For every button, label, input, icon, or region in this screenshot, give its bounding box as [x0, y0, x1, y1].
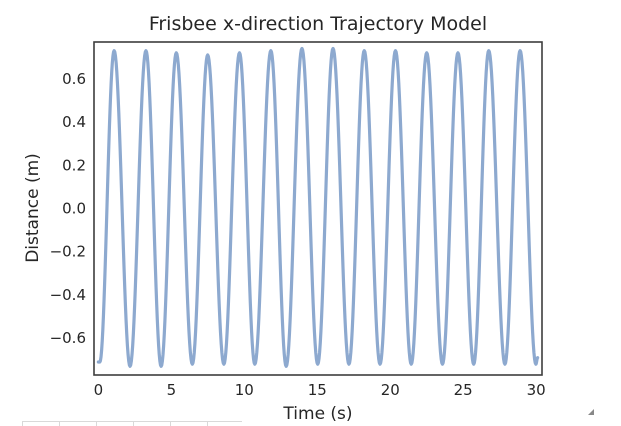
x-tick-label: 30 — [527, 381, 546, 399]
y-tick-label: 0.4 — [62, 113, 86, 131]
plot-area — [93, 41, 543, 376]
y-tick-label: 0.0 — [62, 200, 86, 218]
x-tick-label: 20 — [381, 381, 400, 399]
y-axis-ticks: −0.6 −0.4 −0.2 0.0 0.2 0.4 0.6 — [50, 70, 86, 347]
x-axis-label: Time (s) — [282, 404, 352, 424]
output-cell-border — [22, 421, 242, 426]
y-tick-label: 0.2 — [62, 156, 86, 174]
y-tick-label: −0.6 — [50, 329, 86, 347]
y-tick-label: −0.4 — [50, 286, 86, 304]
y-tick-label: 0.6 — [62, 70, 86, 88]
x-tick-label: 15 — [308, 381, 327, 399]
series-line-distance — [96, 46, 540, 368]
x-tick-label: 25 — [454, 381, 473, 399]
chart-title: Frisbee x-direction Trajectory Model — [149, 13, 487, 35]
resize-handle-icon[interactable] — [588, 409, 594, 415]
x-axis-ticks: 0 5 10 15 20 25 30 — [94, 381, 546, 399]
x-tick-label: 5 — [167, 381, 177, 399]
x-tick-label: 10 — [235, 381, 254, 399]
y-axis-label: Distance (m) — [23, 153, 43, 263]
x-tick-label: 0 — [94, 381, 104, 399]
y-tick-label: −0.2 — [50, 243, 86, 261]
